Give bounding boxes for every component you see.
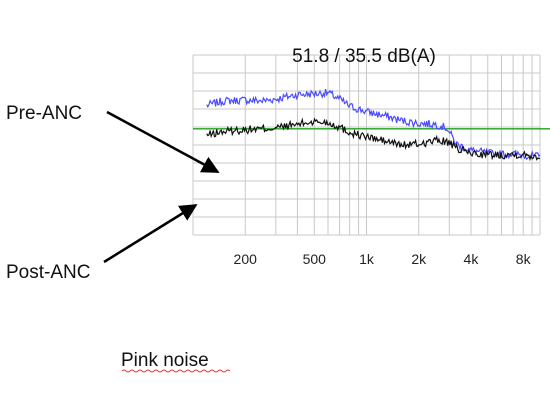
x-tick-label: 2k <box>411 251 427 267</box>
chart-title: 51.8 / 35.5 dB(A) <box>292 46 436 67</box>
series-line-pre-anc <box>206 88 541 161</box>
x-tick-label: 4k <box>464 251 480 267</box>
x-tick-label: 500 <box>303 251 327 267</box>
x-tick-label: 200 <box>234 251 258 267</box>
chart-grid <box>192 54 541 236</box>
x-tick-label: 8k <box>516 251 532 267</box>
x-tick-label: 1k <box>359 251 375 267</box>
post-anc-annotation-arrow <box>103 203 198 264</box>
series-line-post-anc <box>206 117 541 162</box>
x-axis-tick-labels: 200 500 1k 2k 4k 8k <box>234 251 532 267</box>
post-anc-annotation-label: Post-ANC <box>6 262 90 283</box>
chart-caption: Pink noise <box>121 350 209 371</box>
pre-anc-annotation-arrow <box>106 110 220 174</box>
spellcheck-underline <box>121 369 231 373</box>
pre-anc-annotation-label: Pre-ANC <box>6 103 82 124</box>
